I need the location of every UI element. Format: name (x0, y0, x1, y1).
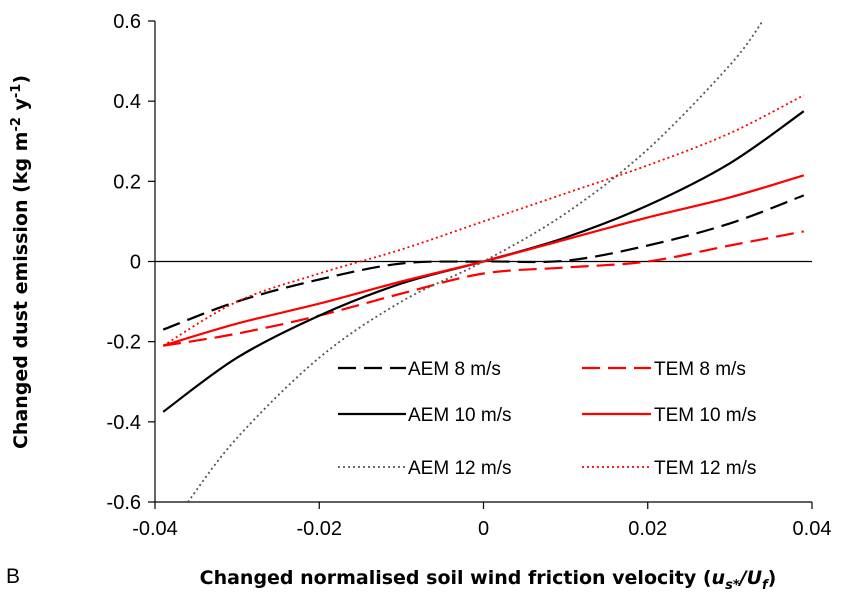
y-axis-title: Changed dust emission (kg m-2 y-1) (9, 75, 32, 449)
x-tick-label: -0.02 (296, 518, 342, 540)
series-line-tem-10-m-s (162, 174, 805, 347)
series-line-aem-12-m-s (187, 21, 764, 502)
y-tick-label: -0.4 (107, 412, 141, 434)
panel-label: B (6, 565, 20, 588)
x-tick-label: -0.04 (132, 518, 178, 540)
legend-label: TEM 10 m/s (654, 405, 756, 426)
series-line-aem-8-m-s (162, 194, 805, 331)
y-tick-label: -0.2 (107, 332, 141, 354)
y-tick-label: 0.2 (113, 171, 141, 193)
ticks-layer: 0.6 0.4 0.2 0 -0.2 -0.4 -0.6 -0.04 -0.02 0 0.02 0.0… (107, 11, 832, 540)
legend-label: TEM 12 m/s (654, 458, 756, 479)
legend: AEM 8 m/s TEM 8 m/s AEM 10 m/s TEM 10 m/s AE… (338, 359, 756, 479)
x-tick-label: 0.04 (793, 518, 832, 540)
legend-label: AEM 8 m/s (408, 359, 501, 380)
series-line-tem-8-m-s (163, 230, 805, 347)
series-layer (162, 21, 805, 502)
legend-label: TEM 8 m/s (654, 359, 746, 380)
x-tick-label: 0 (478, 518, 489, 540)
y-tick-label: 0.4 (113, 91, 141, 113)
x-axis-title: Changed normalised soil wind friction ve… (200, 567, 777, 593)
legend-label: AEM 12 m/s (408, 458, 511, 479)
legend-label: AEM 10 m/s (408, 405, 511, 426)
y-tick-label: 0 (130, 252, 141, 274)
series-line-tem-12-m-s (162, 94, 805, 347)
y-tick-label: -0.6 (107, 492, 141, 514)
x-tick-label: 0.02 (628, 518, 667, 540)
y-tick-label: 0.6 (113, 11, 141, 33)
